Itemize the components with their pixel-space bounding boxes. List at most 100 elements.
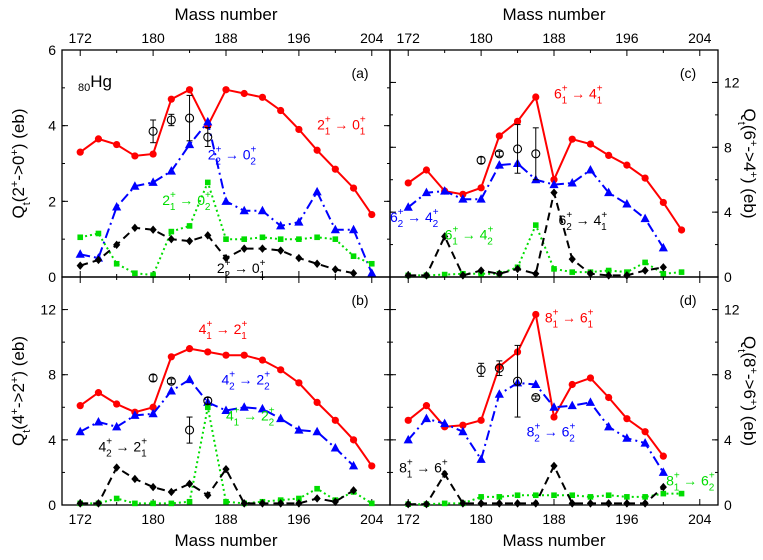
data-point	[495, 269, 503, 278]
index: 2	[487, 237, 493, 248]
data-point	[132, 500, 138, 507]
data-point	[404, 179, 412, 187]
data-point	[421, 413, 432, 423]
label-part: ) (eb)	[740, 405, 759, 446]
y-tick-label: 12	[40, 302, 56, 318]
spin: 6	[580, 310, 588, 326]
data-point	[132, 270, 138, 277]
data-point	[494, 363, 504, 373]
data-point	[166, 376, 176, 386]
data-point	[259, 234, 266, 241]
index: 1	[674, 482, 680, 493]
data-point	[368, 500, 375, 507]
data-point	[204, 348, 212, 356]
data-point	[476, 365, 486, 375]
y-tick-label: 4	[724, 204, 732, 220]
data-point	[458, 194, 468, 203]
index: 2	[106, 448, 112, 459]
data-point	[150, 500, 156, 507]
data-point	[623, 499, 631, 508]
data-point	[568, 254, 576, 264]
arrow: →	[679, 472, 701, 488]
data-point	[477, 184, 485, 192]
series-3	[404, 461, 667, 509]
data-point	[240, 244, 248, 253]
index: 2	[229, 381, 235, 392]
data-point	[223, 498, 229, 505]
data-point	[659, 198, 667, 207]
transition-label: 2+ 1 → 0+ 2	[162, 190, 211, 213]
data-point	[184, 139, 195, 149]
data-point	[585, 164, 596, 174]
index: 1	[260, 270, 266, 281]
spin: 6	[445, 227, 453, 243]
parity: +	[442, 457, 448, 468]
spin: 6	[434, 459, 442, 475]
data-point	[148, 177, 158, 186]
index: 1	[407, 469, 413, 480]
data-point	[641, 428, 649, 436]
data-point	[658, 467, 668, 476]
x-tick-label: 188	[542, 30, 566, 46]
transition-label: 4+ 2 → 2+ 1	[98, 436, 147, 459]
x-tick-label: 204	[360, 30, 384, 46]
transition-label: 2+ 2 → 0+ 2	[208, 145, 257, 168]
x-axis-label: Mass number	[175, 5, 278, 24]
spin: 6	[562, 424, 570, 440]
label-part: t	[21, 202, 33, 205]
label-part: (2	[9, 187, 28, 202]
data-point	[332, 236, 339, 242]
data-point	[221, 405, 231, 415]
parity: +	[251, 145, 257, 156]
data-point	[476, 454, 486, 463]
data-point	[167, 95, 175, 103]
arrow: →	[567, 86, 589, 102]
series-4	[148, 373, 213, 444]
spin: 6	[701, 472, 709, 488]
data-point	[222, 464, 230, 474]
data-point	[495, 132, 503, 140]
data-point	[331, 265, 339, 274]
data-point	[113, 400, 121, 408]
transition-label: 6+ 2 → 4+ 2	[390, 207, 439, 230]
y-tick-label: 6	[48, 42, 56, 58]
parity: +	[269, 405, 275, 416]
label-part: +	[747, 367, 759, 373]
data-point	[585, 397, 596, 406]
data-point	[459, 499, 467, 508]
data-point	[459, 421, 467, 429]
data-point	[94, 389, 103, 397]
panel-letter: (c)	[680, 65, 696, 81]
data-point	[76, 261, 84, 270]
parity: +	[264, 369, 270, 380]
data-point	[348, 460, 359, 470]
data-point	[569, 269, 576, 275]
data-point	[94, 135, 103, 143]
transition-label: 4+ 2 → 2+ 2	[221, 369, 270, 392]
label-part: +	[9, 377, 21, 383]
data-point	[241, 236, 248, 242]
data-point	[532, 310, 540, 319]
data-point	[550, 413, 558, 421]
x-axis-label: Mass number	[175, 531, 278, 550]
spin: 4	[594, 212, 602, 228]
data-point	[113, 260, 120, 267]
data-point	[186, 498, 193, 505]
data-point	[149, 482, 157, 492]
label-part: ) (eb)	[9, 336, 28, 377]
data-point	[331, 497, 339, 506]
data-point	[496, 494, 503, 500]
parity: +	[398, 207, 404, 218]
data-point	[459, 271, 467, 280]
series-line	[79, 226, 354, 275]
x-tick-label: 172	[397, 30, 421, 46]
data-point	[605, 151, 613, 159]
index: 1	[588, 320, 594, 331]
data-point	[605, 492, 612, 499]
index: 2	[205, 202, 211, 213]
data-point	[422, 402, 431, 410]
data-point	[677, 226, 686, 234]
parity: +	[674, 470, 680, 481]
